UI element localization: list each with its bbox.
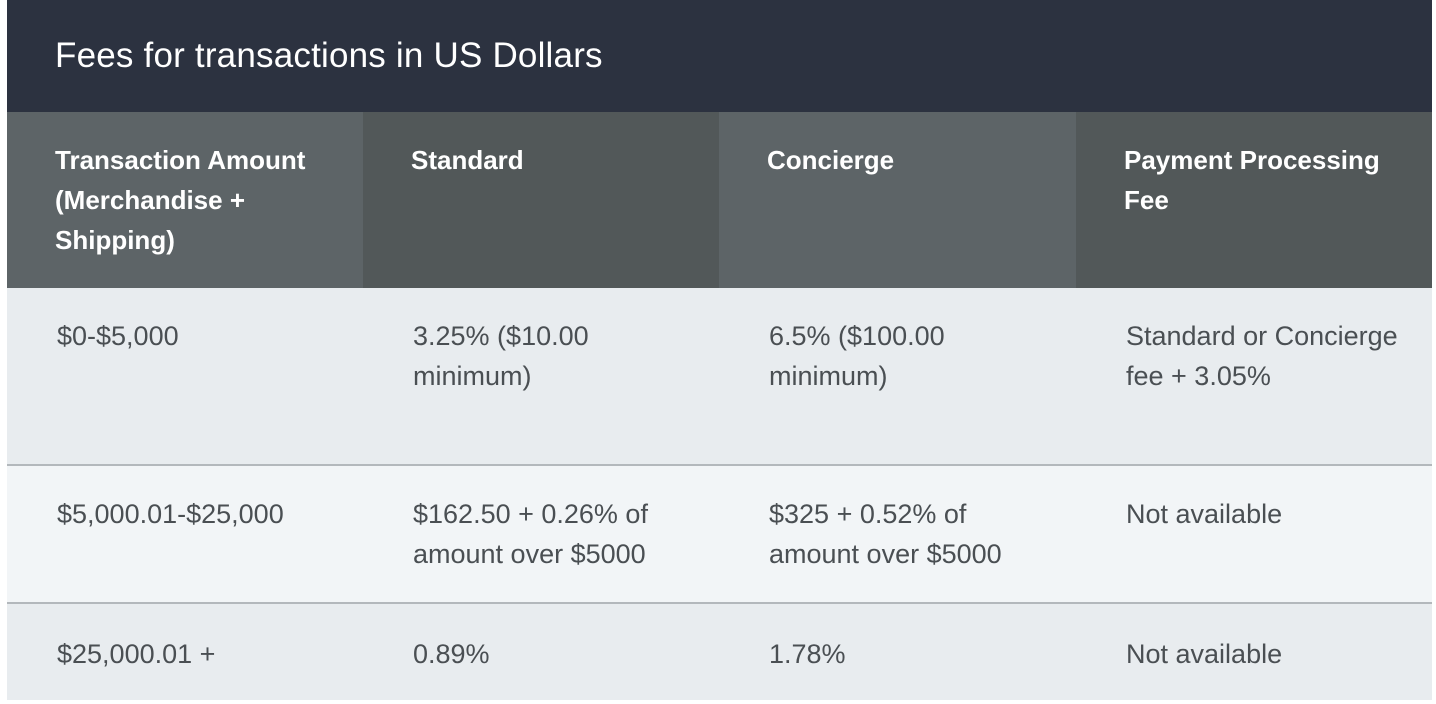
table-row: $0-$5,000 3.25% ($10.00 minimum) 6.5% ($… (7, 288, 1432, 466)
table-header-row: Transaction Amount (Merchandise + Shippi… (7, 112, 1432, 288)
cell-standard: $162.50 + 0.26% of amount over $5000 (363, 465, 719, 604)
header-standard: Standard (363, 112, 719, 288)
cell-payment-processing-fee: Standard or Concierge fee + 3.05% (1076, 288, 1432, 466)
cell-transaction-amount: $25,000.01 + (7, 603, 363, 700)
page-title: Fees for transactions in US Dollars (55, 36, 603, 75)
fees-table-container: Fees for transactions in US Dollars Tran… (7, 0, 1432, 700)
cell-transaction-amount: $0-$5,000 (7, 288, 363, 466)
cell-payment-processing-fee: Not available (1076, 603, 1432, 700)
header-transaction-amount: Transaction Amount (Merchandise + Shippi… (7, 112, 363, 288)
cell-concierge: $325 + 0.52% of amount over $5000 (719, 465, 1076, 604)
cell-standard: 3.25% ($10.00 minimum) (363, 288, 719, 466)
header-payment-processing-fee: Payment Processing Fee (1076, 112, 1432, 288)
cell-payment-processing-fee: Not available (1076, 465, 1432, 604)
cell-concierge: 6.5% ($100.00 minimum) (719, 288, 1076, 466)
fees-table: Transaction Amount (Merchandise + Shippi… (7, 112, 1432, 700)
cell-transaction-amount: $5,000.01-$25,000 (7, 465, 363, 604)
title-bar: Fees for transactions in US Dollars (7, 0, 1432, 112)
table-row: $5,000.01-$25,000 $162.50 + 0.26% of amo… (7, 465, 1432, 604)
table-row: $25,000.01 + 0.89% 1.78% Not available (7, 603, 1432, 700)
header-concierge: Concierge (719, 112, 1076, 288)
cell-standard: 0.89% (363, 603, 719, 700)
cell-concierge: 1.78% (719, 603, 1076, 700)
